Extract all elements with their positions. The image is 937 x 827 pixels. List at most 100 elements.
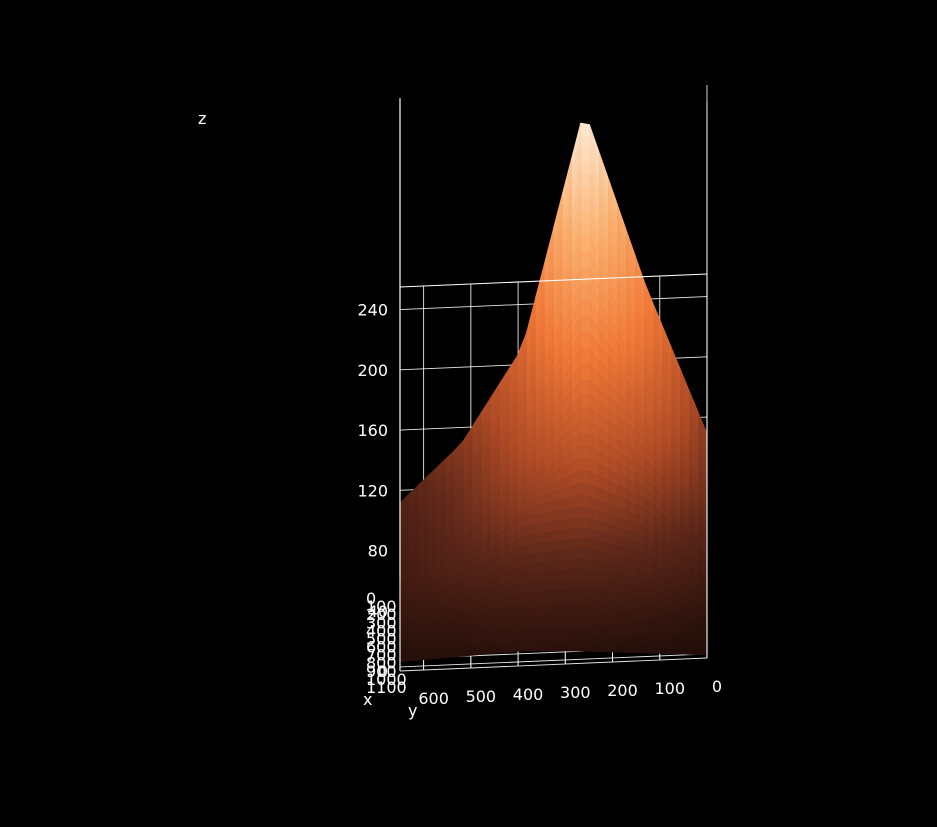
surface-patch (688, 650, 699, 656)
surface-patch (670, 648, 681, 655)
surface-patch (526, 553, 536, 565)
surface-patch (589, 604, 599, 612)
surface-patch (544, 639, 554, 646)
x-tick-label: 700 (366, 646, 397, 665)
surface-patch (625, 593, 636, 604)
surface-patch (553, 499, 563, 512)
surface-patch (589, 610, 599, 618)
surface-patch (444, 652, 455, 659)
surface-patch (535, 616, 545, 624)
surface-patch (598, 605, 609, 613)
surface-patch (616, 629, 627, 637)
surface-patch (535, 522, 545, 535)
y-tick-label: 600 (418, 689, 449, 708)
surface-patch (553, 560, 563, 572)
x-tick-label: 200 (366, 605, 397, 624)
surface-patch (526, 591, 536, 602)
surface-patch (652, 642, 663, 650)
surface-patch (544, 510, 554, 524)
surface-patch (661, 648, 672, 655)
surface-patch (571, 627, 581, 635)
surface-patch (535, 611, 545, 618)
surface-patch (589, 579, 599, 592)
surface-patch (544, 633, 554, 641)
surface-patch (553, 580, 563, 592)
surface-patch (634, 613, 645, 621)
surface-patch (607, 617, 618, 625)
surface-patch (526, 628, 536, 635)
surface-patch (580, 160, 590, 176)
surface-patch (679, 649, 690, 655)
surface-patch (489, 647, 500, 655)
surface-patch (571, 578, 581, 591)
surface-patch (571, 516, 581, 530)
surface-patch (625, 613, 636, 621)
surface-patch (625, 575, 636, 587)
surface-patch (580, 419, 590, 434)
surface-patch (607, 572, 618, 584)
surface-patch (580, 482, 590, 497)
surface-patch (634, 585, 645, 597)
surface-patch (616, 592, 627, 603)
surface-patch (616, 612, 627, 620)
surface-patch (553, 519, 563, 532)
surface-patch (580, 148, 590, 163)
surface-patch (616, 573, 627, 586)
surface-patch (399, 657, 410, 663)
surface-patch (526, 533, 536, 546)
surface-patch (526, 639, 536, 646)
surface-patch (589, 639, 599, 647)
surface-patch (553, 509, 563, 522)
surface-patch (661, 643, 672, 650)
surface-patch (562, 639, 572, 646)
surface-patch (625, 607, 636, 615)
surface-patch (580, 364, 590, 381)
surface-patch (544, 605, 554, 612)
surface-patch (580, 185, 590, 200)
surface-patch (589, 633, 599, 641)
surface-patch (535, 639, 545, 646)
surface-patch (553, 628, 563, 635)
surface-patch (571, 506, 581, 520)
grid-line (399, 657, 708, 672)
y-tick-labels: 0 100 200 300 400 500 600 (418, 677, 722, 708)
surface-patch (526, 645, 536, 652)
surface-patch (580, 348, 590, 366)
surface-patch (562, 627, 572, 635)
surface-patch (526, 600, 536, 607)
surface-patch (589, 622, 599, 630)
surface-patch (562, 569, 572, 581)
surface-patch (625, 646, 636, 654)
surface-patch (526, 633, 536, 641)
surface (399, 122, 708, 663)
surface-patch (580, 457, 590, 472)
surface-patch (526, 617, 536, 624)
surface-patch (625, 584, 636, 596)
surface-patch (634, 602, 645, 610)
surface-patch (634, 630, 645, 638)
surface-patch (526, 514, 536, 527)
surface-patch (607, 562, 618, 575)
z-tick-label: 120 (357, 481, 388, 500)
x-axis-title: x (363, 690, 372, 709)
surface-patch (580, 645, 590, 652)
surface-patch (616, 640, 627, 648)
surface-patch (607, 605, 618, 614)
surface-patch (697, 650, 708, 656)
surface-patch (607, 645, 618, 653)
surface-patch (408, 656, 419, 662)
surface-patch (607, 634, 618, 642)
front-frame (399, 98, 708, 671)
surface-patch (598, 616, 609, 624)
surface-patch (535, 605, 545, 613)
surface-patch (544, 541, 554, 554)
surface-patch (598, 639, 609, 647)
surface-patch (580, 537, 590, 550)
surface-patch (625, 630, 636, 637)
surface-patch (553, 633, 563, 641)
surface-patch (462, 650, 473, 657)
surface-patch (544, 521, 554, 534)
surface-patch (652, 647, 663, 654)
surface-patch (580, 616, 590, 623)
surface-patch (553, 610, 563, 618)
